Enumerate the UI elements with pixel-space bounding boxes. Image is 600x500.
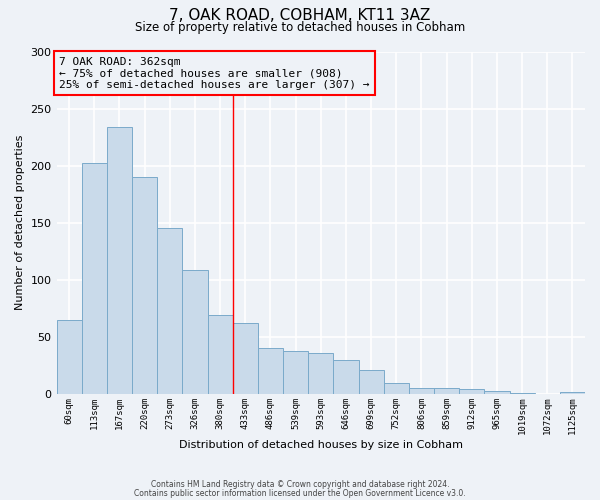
Bar [132, 177, 157, 394]
Bar [409, 388, 434, 394]
Bar [82, 164, 107, 394]
Bar [383, 382, 409, 394]
Bar [233, 323, 258, 394]
Bar [283, 350, 308, 394]
Bar [334, 360, 359, 394]
Bar [484, 390, 509, 394]
Y-axis label: Number of detached properties: Number of detached properties [15, 135, 25, 310]
Text: Contains HM Land Registry data © Crown copyright and database right 2024.: Contains HM Land Registry data © Crown c… [151, 480, 449, 489]
Text: Size of property relative to detached houses in Cobham: Size of property relative to detached ho… [135, 21, 465, 34]
Text: 7 OAK ROAD: 362sqm
← 75% of detached houses are smaller (908)
25% of semi-detach: 7 OAK ROAD: 362sqm ← 75% of detached hou… [59, 56, 370, 90]
Bar [107, 127, 132, 394]
Text: 7, OAK ROAD, COBHAM, KT11 3AZ: 7, OAK ROAD, COBHAM, KT11 3AZ [169, 8, 431, 22]
Bar [182, 270, 208, 394]
Text: Contains public sector information licensed under the Open Government Licence v3: Contains public sector information licen… [134, 488, 466, 498]
Bar [434, 388, 459, 394]
X-axis label: Distribution of detached houses by size in Cobham: Distribution of detached houses by size … [179, 440, 463, 450]
Bar [308, 353, 334, 394]
Bar [258, 348, 283, 394]
Bar [56, 320, 82, 394]
Bar [459, 390, 484, 394]
Bar [560, 392, 585, 394]
Bar [208, 316, 233, 394]
Bar [157, 228, 182, 394]
Bar [359, 370, 383, 394]
Bar [509, 393, 535, 394]
